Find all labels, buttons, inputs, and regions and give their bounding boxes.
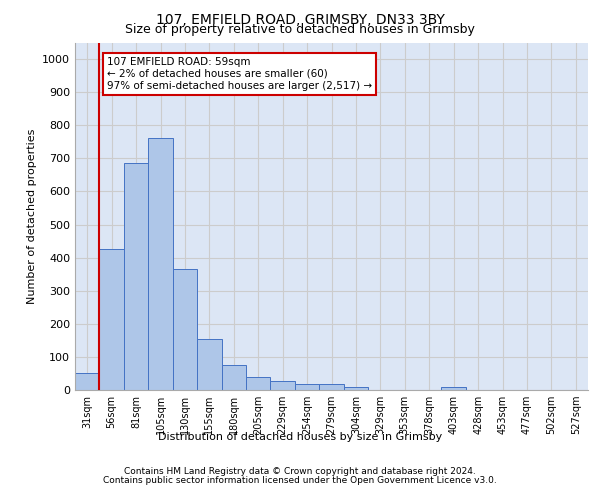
Text: Contains public sector information licensed under the Open Government Licence v3: Contains public sector information licen… <box>103 476 497 485</box>
Bar <box>271 381 295 390</box>
Bar <box>319 384 344 390</box>
Bar <box>148 138 173 390</box>
Bar <box>246 377 271 390</box>
Text: 107, EMFIELD ROAD, GRIMSBY, DN33 3BY: 107, EMFIELD ROAD, GRIMSBY, DN33 3BY <box>155 12 445 26</box>
Bar <box>442 387 466 390</box>
Bar <box>344 386 368 390</box>
Bar <box>173 269 197 390</box>
Text: Distribution of detached houses by size in Grimsby: Distribution of detached houses by size … <box>158 432 442 442</box>
Y-axis label: Number of detached properties: Number of detached properties <box>26 128 37 304</box>
Bar <box>124 164 148 390</box>
Bar <box>295 384 319 390</box>
Text: 107 EMFIELD ROAD: 59sqm
← 2% of detached houses are smaller (60)
97% of semi-det: 107 EMFIELD ROAD: 59sqm ← 2% of detached… <box>107 58 372 90</box>
Bar <box>197 338 221 390</box>
Bar <box>221 365 246 390</box>
Text: Contains HM Land Registry data © Crown copyright and database right 2024.: Contains HM Land Registry data © Crown c… <box>124 467 476 476</box>
Bar <box>100 250 124 390</box>
Text: Size of property relative to detached houses in Grimsby: Size of property relative to detached ho… <box>125 22 475 36</box>
Bar <box>75 373 100 390</box>
